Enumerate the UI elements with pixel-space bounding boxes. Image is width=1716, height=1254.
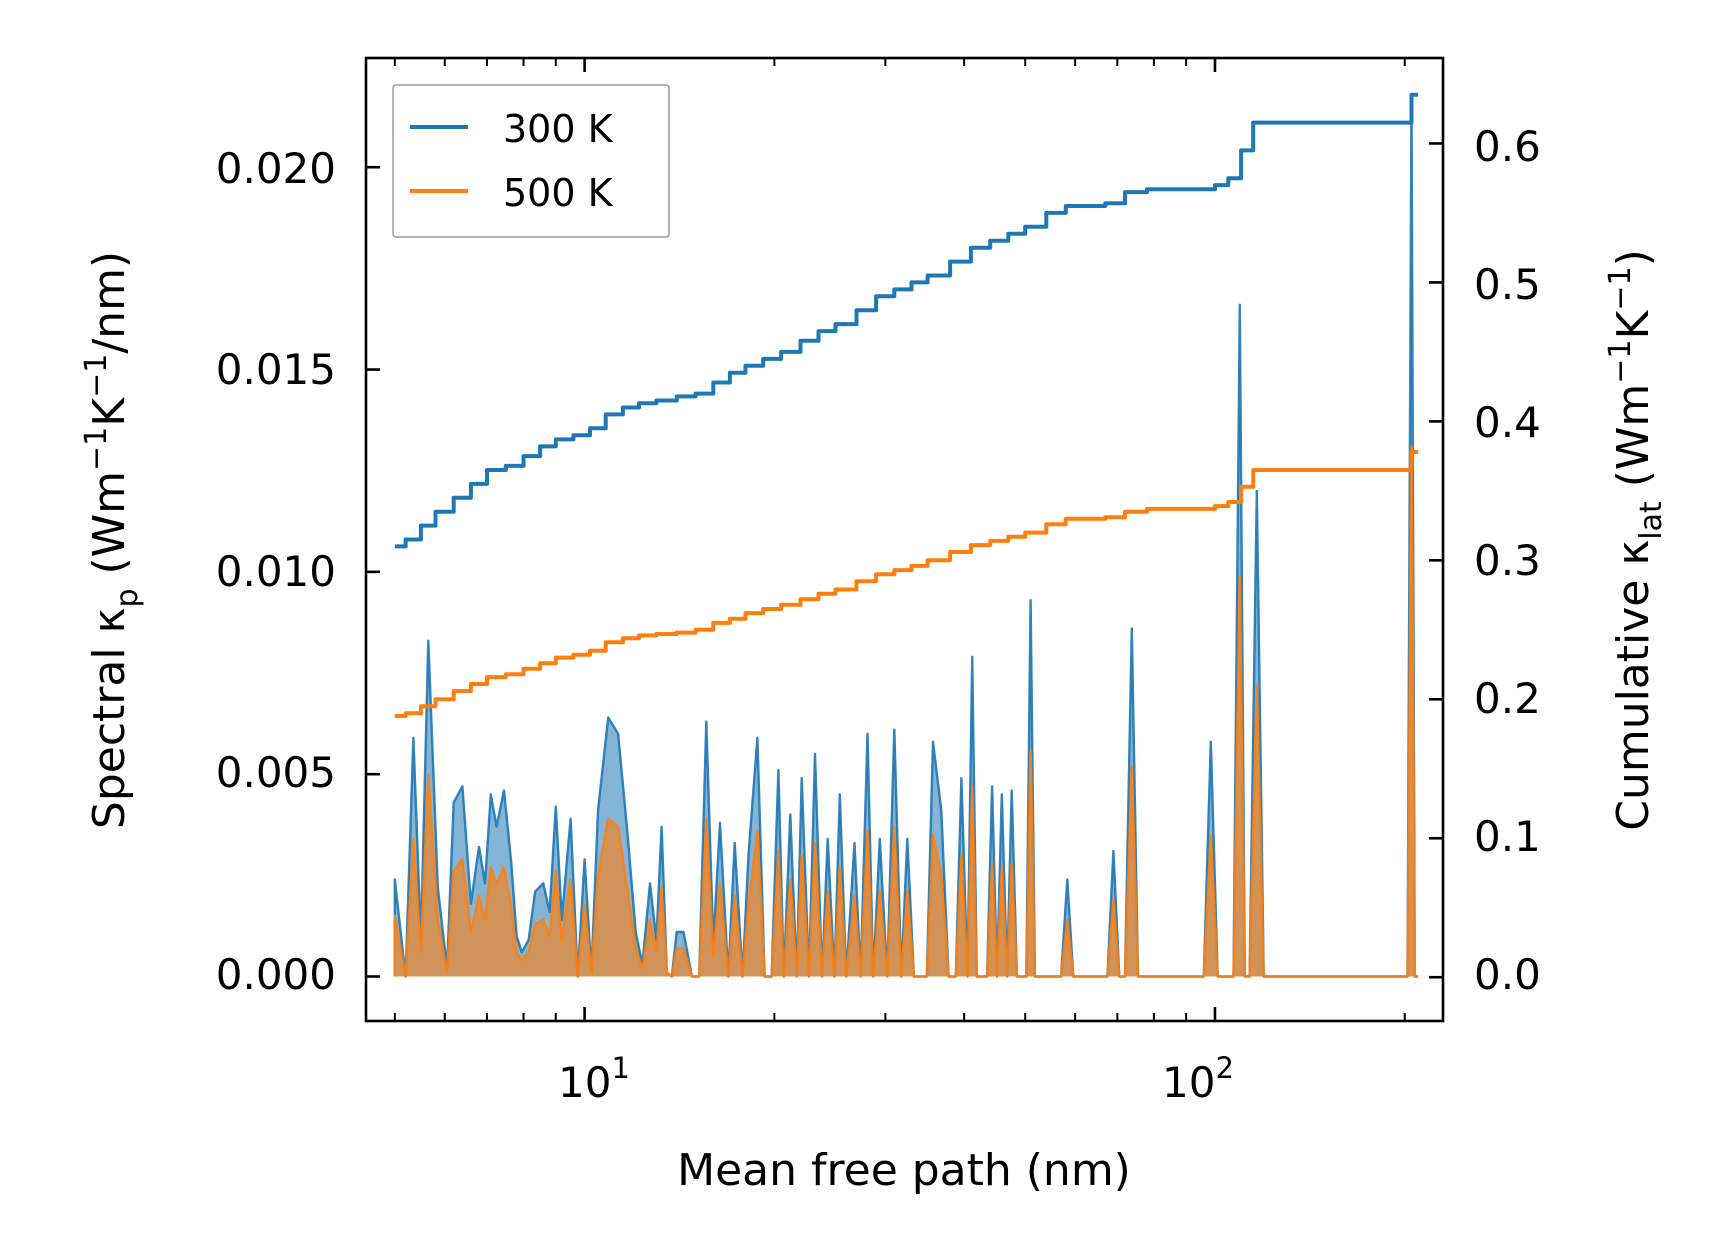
- cumulative-line-300k: [394, 92, 1419, 549]
- right-tick-label: 0.5: [1474, 260, 1541, 309]
- left-tick-label: 0.015: [216, 345, 336, 394]
- legend-box: [392, 84, 670, 238]
- right-tick-label: 0.0: [1474, 950, 1541, 999]
- x-axis-label: Mean free path (nm): [677, 1145, 1131, 1196]
- left-tick-label: 0.020: [216, 144, 336, 193]
- spectral-area-layer: [393, 93, 1419, 978]
- cumulative-line-500k: [394, 450, 1419, 718]
- legend-label-500k: 500 K: [503, 171, 614, 215]
- plot-frame: [364, 56, 1445, 1023]
- left-tick-label: 0.010: [216, 547, 336, 596]
- right-tick-label: 0.1: [1474, 812, 1541, 861]
- left-axis-label: Spectral κp (Wm−1K−1/nm): [79, 251, 145, 829]
- x-tick-label-100: 102: [1162, 1051, 1234, 1107]
- right-tick-label: 0.4: [1474, 398, 1541, 447]
- right-axis-label: Cumulative κlat (Wm−1K−1): [1603, 249, 1669, 831]
- spectral-area-500k: [394, 446, 1419, 977]
- right-y-axis-ticks: [1429, 142, 1443, 979]
- left-tick-label: 0.000: [216, 950, 336, 999]
- legend: 300 K 500 K: [392, 84, 670, 238]
- right-tick-label: 0.2: [1474, 674, 1541, 723]
- spectral-line-500k: [393, 445, 1419, 978]
- x-axis-ticks: [393, 58, 1406, 1021]
- right-tick-label: 0.6: [1474, 122, 1541, 171]
- cumulative-line-layer: [394, 92, 1419, 718]
- left-tick-label: 0.005: [216, 748, 336, 797]
- legend-label-300k: 300 K: [503, 107, 614, 151]
- right-tick-label: 0.3: [1474, 536, 1541, 585]
- x-tick-label-10: 101: [558, 1051, 630, 1107]
- left-y-axis-ticks: [366, 165, 380, 978]
